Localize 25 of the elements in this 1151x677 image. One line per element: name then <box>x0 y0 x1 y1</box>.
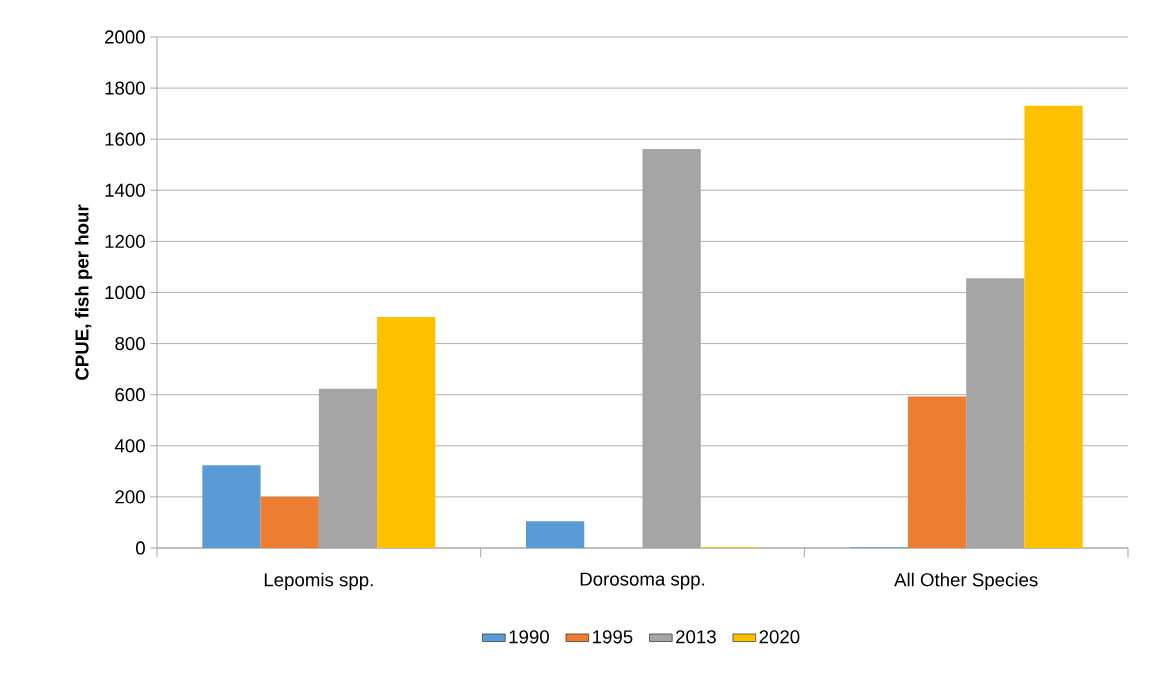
bar <box>260 496 319 548</box>
y-tick-label: 2000 <box>105 30 145 44</box>
y-tick-label: 800 <box>115 336 145 351</box>
legend-label: 2013 <box>676 630 716 644</box>
y-tick-label: 1600 <box>105 132 145 146</box>
y-tick-label: 600 <box>115 388 145 402</box>
y-tick-label: 1800 <box>105 81 145 95</box>
y-axis-title: CPUE, fish per hour <box>74 204 93 380</box>
bar <box>202 465 261 548</box>
bar <box>525 521 585 548</box>
legend-label: 1995 <box>593 630 633 644</box>
bar <box>1024 105 1083 548</box>
y-tick-label: 400 <box>114 439 145 453</box>
x-tick-label: Dorosoma spp. <box>580 572 705 590</box>
y-tick-label: 1000 <box>105 285 145 300</box>
legend-label: 2020 <box>759 630 800 644</box>
x-tick-label: All Other Species <box>894 572 1038 591</box>
y-tick-label: 0 <box>135 541 145 555</box>
bar <box>377 317 436 548</box>
y-tick-label: 1400 <box>105 183 145 197</box>
y-tick-label: 200 <box>115 490 145 504</box>
legend-label: 1990 <box>509 630 549 644</box>
bar <box>907 396 967 548</box>
y-tick-label: 1200 <box>105 234 145 248</box>
x-tick-label: Lepomis spp. <box>264 572 373 591</box>
